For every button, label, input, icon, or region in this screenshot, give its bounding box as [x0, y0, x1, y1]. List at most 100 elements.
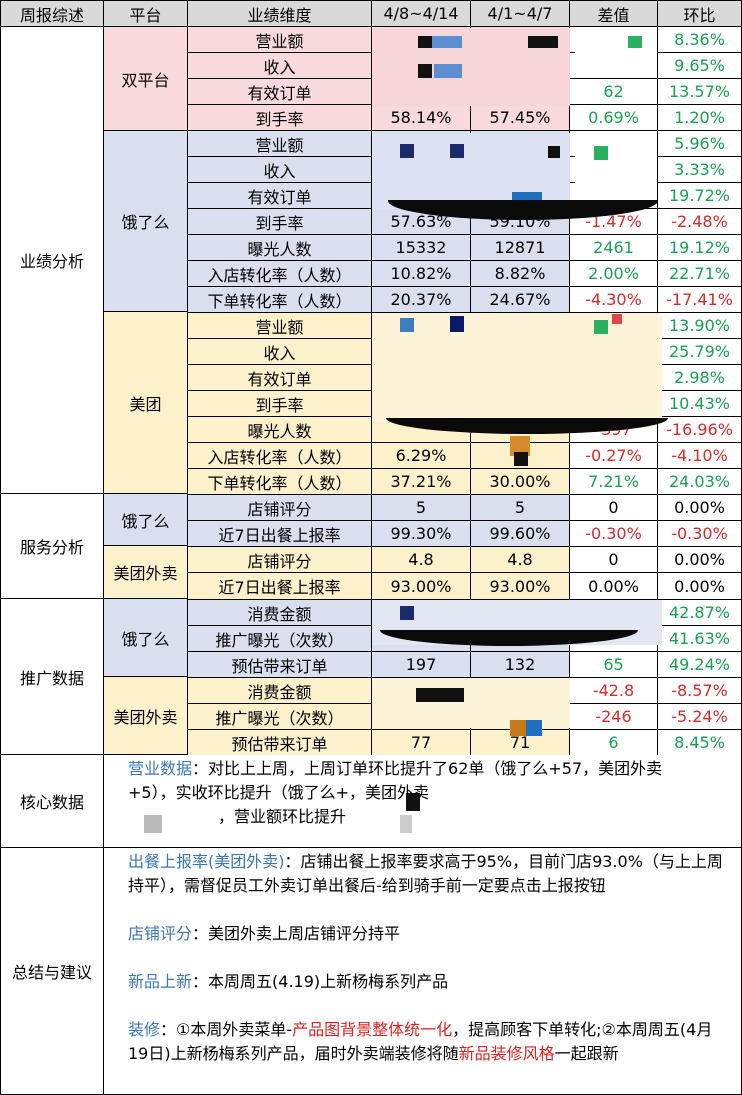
- cell-week1: 5: [372, 495, 471, 521]
- cell-dimension: 收入: [188, 339, 372, 365]
- cell-week1: [372, 417, 471, 443]
- cell-diff: 0.00%: [570, 573, 658, 600]
- cell-week1: [372, 313, 471, 339]
- cell-diff: 0: [570, 547, 658, 573]
- platform-mt: 美团: [104, 312, 188, 494]
- cell-dimension: 店铺评分: [188, 547, 372, 573]
- cell-ratio: -8.57%: [658, 678, 742, 704]
- cell-week2: [471, 313, 570, 339]
- cell-week1: [372, 391, 471, 417]
- cell-ratio: 25.79%: [658, 339, 742, 365]
- cell-week1: [372, 339, 471, 365]
- cell-dimension: 推广曝光（次数）: [188, 704, 372, 730]
- cell-week1: [372, 600, 471, 626]
- section-core: 核心数据: [0, 755, 104, 848]
- cell-diff: [570, 600, 658, 626]
- cell-ratio: 13.90%: [658, 313, 742, 339]
- cell-week2: [471, 443, 570, 469]
- platform-pro-ele: 饿了么: [104, 599, 188, 677]
- cell-ratio: 24.03%: [658, 469, 742, 495]
- cell-week1: 99.30%: [372, 521, 471, 547]
- cell-week2: 99.60%: [471, 521, 570, 547]
- cell-diff: -0.27%: [570, 443, 658, 469]
- cell-ratio: 0.00%: [658, 573, 742, 600]
- cell-diff: [570, 391, 658, 417]
- cell-diff: [570, 27, 658, 53]
- cell-diff: [570, 626, 658, 652]
- cell-week1: 197: [372, 652, 471, 678]
- header-platform: 平台: [104, 0, 188, 27]
- cell-dimension: 到手率: [188, 209, 372, 235]
- cell-dimension: 到手率: [188, 391, 372, 417]
- core-key: 营业数据: [128, 759, 193, 778]
- cell-ratio: 0.00%: [658, 495, 742, 521]
- cell-ratio: 5.96%: [658, 131, 742, 157]
- core-line3: ，营业额环比提升: [218, 807, 347, 826]
- summary-p3-key: 新品上新: [128, 972, 193, 991]
- cell-week2: 132: [471, 652, 570, 678]
- platform-svc-ele: 饿了么: [104, 494, 188, 546]
- core-data-cell: 营业数据：对比上上周，上周订单环比提升了62单（饿了么+57，美团外卖 +5），…: [104, 755, 742, 848]
- header-week2: 4/1~4/7: [471, 0, 570, 27]
- cell-week2: [471, 53, 570, 79]
- cell-week2: [471, 678, 570, 704]
- cell-dimension: 收入: [188, 157, 372, 183]
- cell-dimension: 下单转化率（人数）: [188, 287, 372, 313]
- summary-p1-text: ：店铺出餐上报率要求高于95%，目前门店93.0%（与上上周持平），需督促员工外…: [128, 852, 723, 895]
- cell-dimension: 预估带来订单: [188, 652, 372, 678]
- summary-p3-text: ：本周周五(4.19)上新杨梅系列产品: [192, 972, 449, 991]
- cell-week2: 30.00%: [471, 469, 570, 495]
- cell-week2: 5: [471, 495, 570, 521]
- cell-dimension: 收入: [188, 53, 372, 79]
- cell-week1: 93.00%: [372, 573, 471, 600]
- cell-diff: 2461: [570, 235, 658, 261]
- section-perf: 业绩分析: [0, 27, 104, 494]
- cell-week2: 4.8: [471, 547, 570, 573]
- cell-week1: 77: [372, 730, 471, 756]
- cell-week1: 37.21%: [372, 469, 471, 495]
- cell-dimension: 有效订单: [188, 365, 372, 391]
- cell-dimension: 近7日出餐上报率: [188, 573, 372, 600]
- cell-week2: [471, 391, 570, 417]
- section-summary: 总结与建议: [0, 848, 104, 1095]
- section-promo: 推广数据: [0, 599, 104, 755]
- cell-dimension: 营业额: [188, 131, 372, 157]
- cell-week2: [471, 157, 570, 183]
- summary-p4-a: ：①本周外卖菜单-: [160, 1020, 293, 1039]
- summary-p4-highlight2: 新品装修风格: [458, 1044, 555, 1063]
- cell-diff: [570, 339, 658, 365]
- cell-week1: [372, 131, 471, 157]
- core-line1: ：对比上上周，上周订单环比提升了62单（饿了么+57，美团外卖: [192, 759, 663, 778]
- cell-dimension: 入店转化率（人数）: [188, 261, 372, 287]
- cell-week1: [372, 678, 471, 704]
- cell-ratio: 9.65%: [658, 53, 742, 79]
- cell-week1: [372, 53, 471, 79]
- cell-week2: 8.82%: [471, 261, 570, 287]
- cell-ratio: -2.48%: [658, 209, 742, 235]
- cell-diff: [570, 157, 658, 183]
- cell-dimension: 营业额: [188, 313, 372, 339]
- cell-ratio: 8.45%: [658, 730, 742, 756]
- cell-week1: 10.82%: [372, 261, 471, 287]
- summary-p4-b: ，提高顾客下单转化;②本周周五(4月19日)上新杨梅系列产品，届时外卖端装修将随: [128, 1020, 713, 1063]
- cell-dimension: 到手率: [188, 105, 372, 131]
- cell-dimension: 店铺评分: [188, 495, 372, 521]
- cell-dimension: 曝光人数: [188, 235, 372, 261]
- cell-diff: [570, 183, 658, 209]
- platform-ele: 饿了么: [104, 131, 188, 312]
- cell-diff: -42.8: [570, 678, 658, 704]
- summary-p1-key: 出餐上报率(美团外卖): [128, 852, 285, 871]
- cell-ratio: 1.20%: [658, 105, 742, 131]
- cell-week1: [372, 704, 471, 730]
- cell-week2: [471, 626, 570, 652]
- cell-diff: -1.47%: [570, 209, 658, 235]
- cell-week1: 20.37%: [372, 287, 471, 313]
- cell-week2: 59.10%: [471, 209, 570, 235]
- cell-week1: [372, 183, 471, 209]
- cell-dimension: 下单转化率（人数）: [188, 469, 372, 495]
- cell-dimension: 预估带来订单: [188, 730, 372, 756]
- cell-week1: [372, 626, 471, 652]
- cell-ratio: 13.57%: [658, 79, 742, 105]
- cell-diff: 65: [570, 652, 658, 678]
- header-summary: 周报综述: [0, 0, 104, 27]
